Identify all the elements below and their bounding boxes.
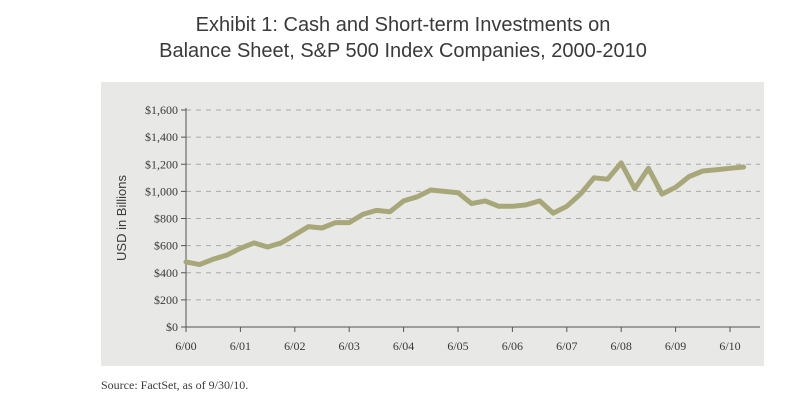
x-tick-label: 6/04 xyxy=(393,339,414,353)
x-tick-label: 6/00 xyxy=(175,339,196,353)
chart-title-line2: Balance Sheet, S&P 500 Index Companies, … xyxy=(159,40,647,62)
y-tick-label: $200 xyxy=(154,293,178,307)
x-tick-label: 6/03 xyxy=(339,339,360,353)
x-tick-label: 6/01 xyxy=(230,339,251,353)
y-tick-label: $0 xyxy=(166,320,178,334)
y-tick-label: $1,200 xyxy=(145,157,178,171)
x-tick-label: 6/06 xyxy=(502,339,523,353)
y-tick-label: $800 xyxy=(154,212,178,226)
y-tick-label: $400 xyxy=(154,266,178,280)
x-tick-label: 6/10 xyxy=(719,339,740,353)
y-tick-label: $1,400 xyxy=(145,130,178,144)
x-tick-label: 6/09 xyxy=(665,339,686,353)
x-tick-label: 6/08 xyxy=(611,339,632,353)
y-tick-label: $1,000 xyxy=(145,184,178,198)
source-note: Source: FactSet, as of 9/30/10. xyxy=(101,378,249,392)
x-tick-label: 6/05 xyxy=(447,339,468,353)
x-tick-label: 6/07 xyxy=(556,339,577,353)
x-tick-label: 6/02 xyxy=(284,339,305,353)
chart-panel xyxy=(101,82,764,366)
y-tick-label: $600 xyxy=(154,239,178,253)
chart-title: Exhibit 1: Cash and Short-term Investmen… xyxy=(0,12,806,64)
series-line xyxy=(183,160,747,268)
y-tick-label: $1,600 xyxy=(145,103,178,117)
chart-title-line1: Exhibit 1: Cash and Short-term Investmen… xyxy=(195,14,611,36)
y-axis-label: USD in Billions xyxy=(114,175,129,261)
